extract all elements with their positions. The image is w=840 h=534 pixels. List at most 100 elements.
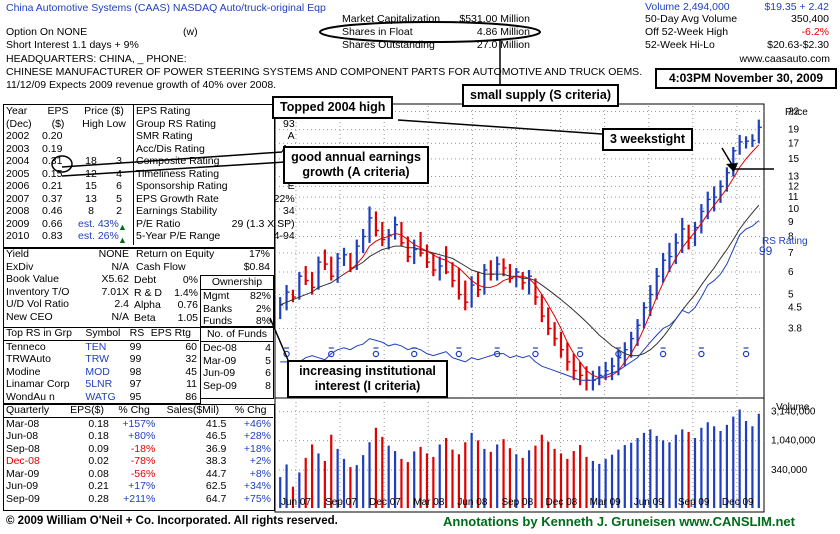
grp-eps: 60: [185, 340, 197, 353]
price-tick-label: 9: [788, 217, 794, 228]
misc-value: X5.62: [101, 273, 129, 285]
price-tick-label: 15: [788, 154, 800, 165]
year: 2007: [6, 192, 30, 205]
ratio-label: R & D: [134, 286, 163, 299]
rating-label: Acc/Dis Rating: [136, 142, 205, 155]
earnings-marker-icon: [742, 350, 750, 358]
grp-header: Top RS in Grp: [6, 327, 72, 339]
eps: 0.31: [42, 155, 63, 167]
misc-label: Yield: [6, 248, 29, 260]
table-row: Cash Flow $0.84: [134, 261, 272, 274]
annual-h2-hilo: High Low: [82, 117, 126, 130]
annual-h1-year: Year: [6, 105, 28, 117]
qtr-header: EPS($): [70, 404, 104, 416]
misc-label: Inventory T/O: [6, 285, 70, 298]
rating-value: 4-94: [273, 230, 295, 242]
qtr-eps: 0.21: [88, 480, 109, 492]
grp-name: Modine: [6, 365, 41, 378]
table-row: Book Value X5.62: [4, 273, 131, 286]
x-tick-label: Sep 08: [501, 497, 533, 508]
rating-label: Sponsorship Rating: [136, 180, 228, 192]
weeks-connector: [721, 147, 735, 169]
qtr-period: Jun-08: [6, 430, 39, 442]
table-row: Jun-09 6: [201, 367, 273, 380]
table-row: Dec-08 4: [201, 342, 273, 355]
callout-supply: small supply (S criteria): [462, 84, 620, 107]
grp-symbol[interactable]: TRW: [85, 353, 110, 365]
table-row: 2009 0.66 est. 43%: [4, 218, 132, 231]
grp-header: Symbol: [85, 327, 121, 339]
ratios-table: Debt 0% R & D 1.4% Alpha 0.76 Beta 1.05: [132, 274, 200, 324]
ownership-box: Ownership Mgmt 82% Banks 2% Funds 8%: [200, 275, 274, 327]
ratio-label: Beta: [134, 311, 156, 324]
price-low: 2: [116, 205, 122, 217]
volume-tick-label: 3,140,000: [771, 407, 816, 418]
rating-label: Group RS Rating: [136, 117, 216, 130]
hilo-value: $20.63-$2.30: [767, 39, 829, 51]
table-row: Modine MOD 98 45: [4, 366, 199, 379]
ratio-value: 1.05: [177, 311, 198, 324]
grp-name: WondAu n: [6, 390, 55, 403]
misc-value: N/A: [111, 310, 129, 323]
table-row: 2007 0.37 13 5: [4, 193, 132, 206]
earnings-marker-icon: [659, 350, 667, 358]
float-label: Shares in Float: [342, 26, 413, 38]
table-row: Alpha 0.76: [132, 299, 200, 312]
grp-rs: 99: [129, 340, 142, 353]
price-low: 4: [116, 167, 122, 180]
volume-axis-label: Volume: [776, 402, 810, 413]
table-row: Mar-08 0.18 +157% 41.5 +46%: [4, 417, 273, 430]
table-row: Beta 1.05: [132, 312, 200, 325]
annual-h1-price: Price ($): [84, 105, 124, 117]
year: 2005: [6, 167, 30, 180]
qtr-eps: 0.18: [88, 430, 109, 442]
price-high: 8: [88, 205, 94, 217]
table-row: Yield NONE: [4, 248, 131, 261]
grp-header: RS: [129, 327, 145, 339]
short-interest: Short Interest 1.1 days + 9%: [6, 39, 139, 51]
earnings-marker-icon: [493, 350, 501, 358]
price-tick-label: 11: [788, 192, 799, 203]
grp-symbol[interactable]: TEN: [85, 340, 107, 353]
mcap-label: Market Capitalization: [342, 13, 441, 25]
float-value: 4.86 Million: [476, 26, 530, 38]
fund-quarter: Sep-09: [203, 379, 237, 392]
grp-symbol[interactable]: MOD: [85, 365, 110, 378]
rating-value: $0.84: [243, 260, 270, 273]
misc-label: Book Value: [6, 273, 59, 285]
table-row: 2010 0.83 est. 26%: [4, 230, 132, 243]
qtr-eps-chg: +211%: [123, 492, 156, 505]
volume-text: Volume 2,494,000: [645, 1, 730, 13]
year: 2006: [6, 180, 30, 192]
qtr-eps-chg: -18%: [130, 442, 156, 455]
rating-label: SMR Rating: [136, 130, 193, 142]
x-tick-label: Dec 09: [722, 497, 754, 508]
table-row: Sponsorship Rating E: [134, 180, 297, 193]
price-tick-label: 19: [788, 125, 800, 136]
table-row: R & D 1.4%: [132, 287, 200, 300]
table-row: U/D Vol Ratio 2.4: [4, 298, 131, 311]
website[interactable]: www.caasauto.com: [739, 53, 830, 65]
company-description: CHINESE MANUFACTURER OF POWER STEERING S…: [6, 66, 643, 78]
ratio-value: 1.4%: [174, 286, 198, 299]
table-row: 2006 0.21 15 6: [4, 180, 132, 193]
grp-symbol[interactable]: WATG: [85, 390, 116, 403]
grp-symbol[interactable]: 5LNR: [85, 378, 113, 390]
rs-rating-value: 99: [759, 244, 773, 258]
table-row: Sep-09 8: [201, 380, 273, 393]
qtr-sales-chg: +18%: [243, 442, 271, 455]
price-tick-label: 5: [788, 290, 794, 301]
grp-rs: 98: [129, 365, 142, 378]
earnings-marker-icon: [698, 350, 705, 358]
table-row: Dec-08 0.02 -78% 38.3 +2%: [4, 455, 273, 468]
option-text: Option On NONE: [6, 26, 88, 38]
table-row: 2002 0.20: [4, 130, 132, 143]
rating-value: 34: [282, 205, 295, 217]
volume-tick-label: 1,040,000: [771, 436, 816, 447]
year: 2003: [6, 142, 30, 155]
volume-panel-frame: [274, 397, 765, 513]
weeks-arrow-icon: [726, 163, 738, 172]
rs-rating-label: RS Rating: [762, 236, 808, 247]
rating-value: 29 (1.3 X SP): [231, 217, 295, 230]
rating-label: Composite Rating: [136, 155, 220, 167]
